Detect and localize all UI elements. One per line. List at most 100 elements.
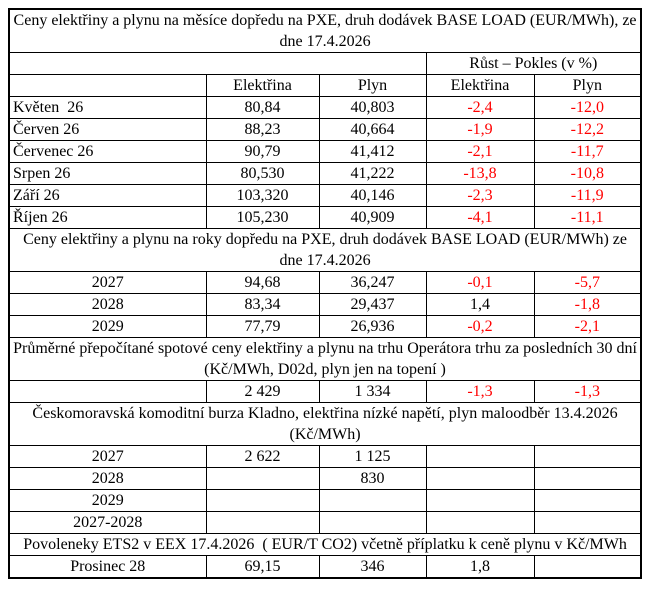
value-cell: -1,9 [425, 118, 535, 141]
value-cell: 103,320 [205, 184, 320, 207]
row-label: 2028 [8, 293, 207, 316]
value-cell: -11,9 [533, 184, 642, 207]
value-cell: 2 429 [205, 380, 320, 403]
value-cell: 77,79 [205, 315, 320, 338]
value-cell [533, 489, 642, 512]
table-row: Červen 26 88,23 40,664 -1,9 -12,2 [8, 118, 642, 141]
value-cell: -10,8 [533, 162, 642, 185]
row-label: 2027 [8, 271, 207, 294]
row-label: Prosinec 28 [8, 555, 207, 579]
row-label [8, 380, 207, 403]
value-cell: 40,664 [318, 118, 427, 141]
value-cell [425, 445, 535, 468]
value-cell: 40,803 [318, 96, 427, 119]
table-row: 2029 [8, 489, 642, 512]
section-title-row: Průměrné přepočítané spotové ceny elektř… [8, 337, 642, 381]
value-cell: 41,412 [318, 140, 427, 163]
value-cell: 1,4 [425, 293, 535, 316]
value-cell [425, 467, 535, 490]
section-title-row: Povoleneky ETS2 v EEX 17.4.2026 ( EUR/T … [8, 533, 642, 556]
value-cell: 83,34 [205, 293, 320, 316]
value-cell: 80,530 [205, 162, 320, 185]
column-header: Elektřina [425, 74, 535, 97]
row-label: Srpen 26 [8, 162, 207, 185]
value-cell: -11,1 [533, 206, 642, 229]
value-cell: 94,68 [205, 271, 320, 294]
value-cell: -5,7 [533, 271, 642, 294]
value-cell [425, 511, 535, 534]
value-cell [533, 555, 642, 579]
growth-header-row: Růst – Pokles (v %) [8, 52, 642, 75]
column-header: Plyn [318, 74, 427, 97]
value-cell: 29,437 [318, 293, 427, 316]
table-row: Prosinec 28 69,15 346 1,8 [8, 555, 642, 579]
value-cell: 2 622 [205, 445, 320, 468]
value-cell: -1,3 [533, 380, 642, 403]
value-cell: 26,936 [318, 315, 427, 338]
table-row: 2029 77,79 26,936 -0,2 -2,1 [8, 315, 642, 338]
value-cell: -4,1 [425, 206, 535, 229]
value-cell: 90,79 [205, 140, 320, 163]
value-cell: -12,2 [533, 118, 642, 141]
table-row: 2027 2 622 1 125 [8, 445, 642, 468]
table-row: 2028 83,34 29,437 1,4 -1,8 [8, 293, 642, 316]
row-label: 2028 [8, 467, 207, 490]
table-row: Srpen 26 80,530 41,222 -13,8 -10,8 [8, 162, 642, 185]
value-cell: -0,1 [425, 271, 535, 294]
column-header: Plyn [533, 74, 642, 97]
table-row: Červenec 26 90,79 41,412 -2,1 -11,7 [8, 140, 642, 163]
table-row: Květen 26 80,84 40,803 -2,4 -12,0 [8, 96, 642, 119]
value-cell: 80,84 [205, 96, 320, 119]
value-cell [318, 489, 427, 512]
value-cell: 1,8 [425, 555, 535, 579]
section-title-row: Ceny elektřiny a plynu na roky dopředu n… [8, 228, 642, 272]
value-cell: -12,0 [533, 96, 642, 119]
growth-header-label: Růst – Pokles (v %) [425, 52, 642, 75]
value-cell: 1 125 [318, 445, 427, 468]
value-cell: 36,247 [318, 271, 427, 294]
value-cell [533, 445, 642, 468]
value-cell [205, 467, 320, 490]
table-row: 2028 830 [8, 467, 642, 490]
value-cell: -0,2 [425, 315, 535, 338]
value-cell [205, 511, 320, 534]
value-cell: 69,15 [205, 555, 320, 579]
row-label: 2027 [8, 445, 207, 468]
price-table-body: Ceny elektřiny a plynu na měsíce dopředu… [8, 8, 642, 579]
section-title: Českomoravská komoditní burza Kladno, el… [8, 402, 642, 446]
value-cell [533, 511, 642, 534]
value-cell: -2,1 [533, 315, 642, 338]
table-row: 2027 94,68 36,247 -0,1 -5,7 [8, 271, 642, 294]
row-label: Září 26 [8, 184, 207, 207]
row-label: 2029 [8, 489, 207, 512]
row-label: Říjen 26 [8, 206, 207, 229]
value-cell: 40,146 [318, 184, 427, 207]
table-row: 2 429 1 334 -1,3 -1,3 [8, 380, 642, 403]
value-cell: 41,222 [318, 162, 427, 185]
value-cell: 1 334 [318, 380, 427, 403]
value-cell [425, 489, 535, 512]
value-cell: -2,3 [425, 184, 535, 207]
table-row: Září 26 103,320 40,146 -2,3 -11,9 [8, 184, 642, 207]
column-header-row: Elektřina Plyn Elektřina Plyn [8, 74, 642, 97]
value-cell [318, 511, 427, 534]
row-label: Červenec 26 [8, 140, 207, 163]
value-cell: 105,230 [205, 206, 320, 229]
page: Ceny elektřiny a plynu na měsíce dopředu… [8, 8, 643, 579]
value-cell: -2,4 [425, 96, 535, 119]
price-table: Ceny elektřiny a plynu na měsíce dopředu… [8, 8, 643, 579]
value-cell: 88,23 [205, 118, 320, 141]
row-label: Květen 26 [8, 96, 207, 119]
section-title-row: Ceny elektřiny a plynu na měsíce dopředu… [8, 8, 642, 53]
value-cell: 830 [318, 467, 427, 490]
section-title: Ceny elektřiny a plynu na roky dopředu n… [8, 228, 642, 272]
value-cell: -1,3 [425, 380, 535, 403]
table-row: Říjen 26 105,230 40,909 -4,1 -11,1 [8, 206, 642, 229]
value-cell: -11,7 [533, 140, 642, 163]
row-label: 2027-2028 [8, 511, 207, 534]
value-cell [205, 489, 320, 512]
section-title: Povoleneky ETS2 v EEX 17.4.2026 ( EUR/T … [8, 533, 642, 556]
value-cell: -2,1 [425, 140, 535, 163]
value-cell: -1,8 [533, 293, 642, 316]
row-label: Červen 26 [8, 118, 207, 141]
